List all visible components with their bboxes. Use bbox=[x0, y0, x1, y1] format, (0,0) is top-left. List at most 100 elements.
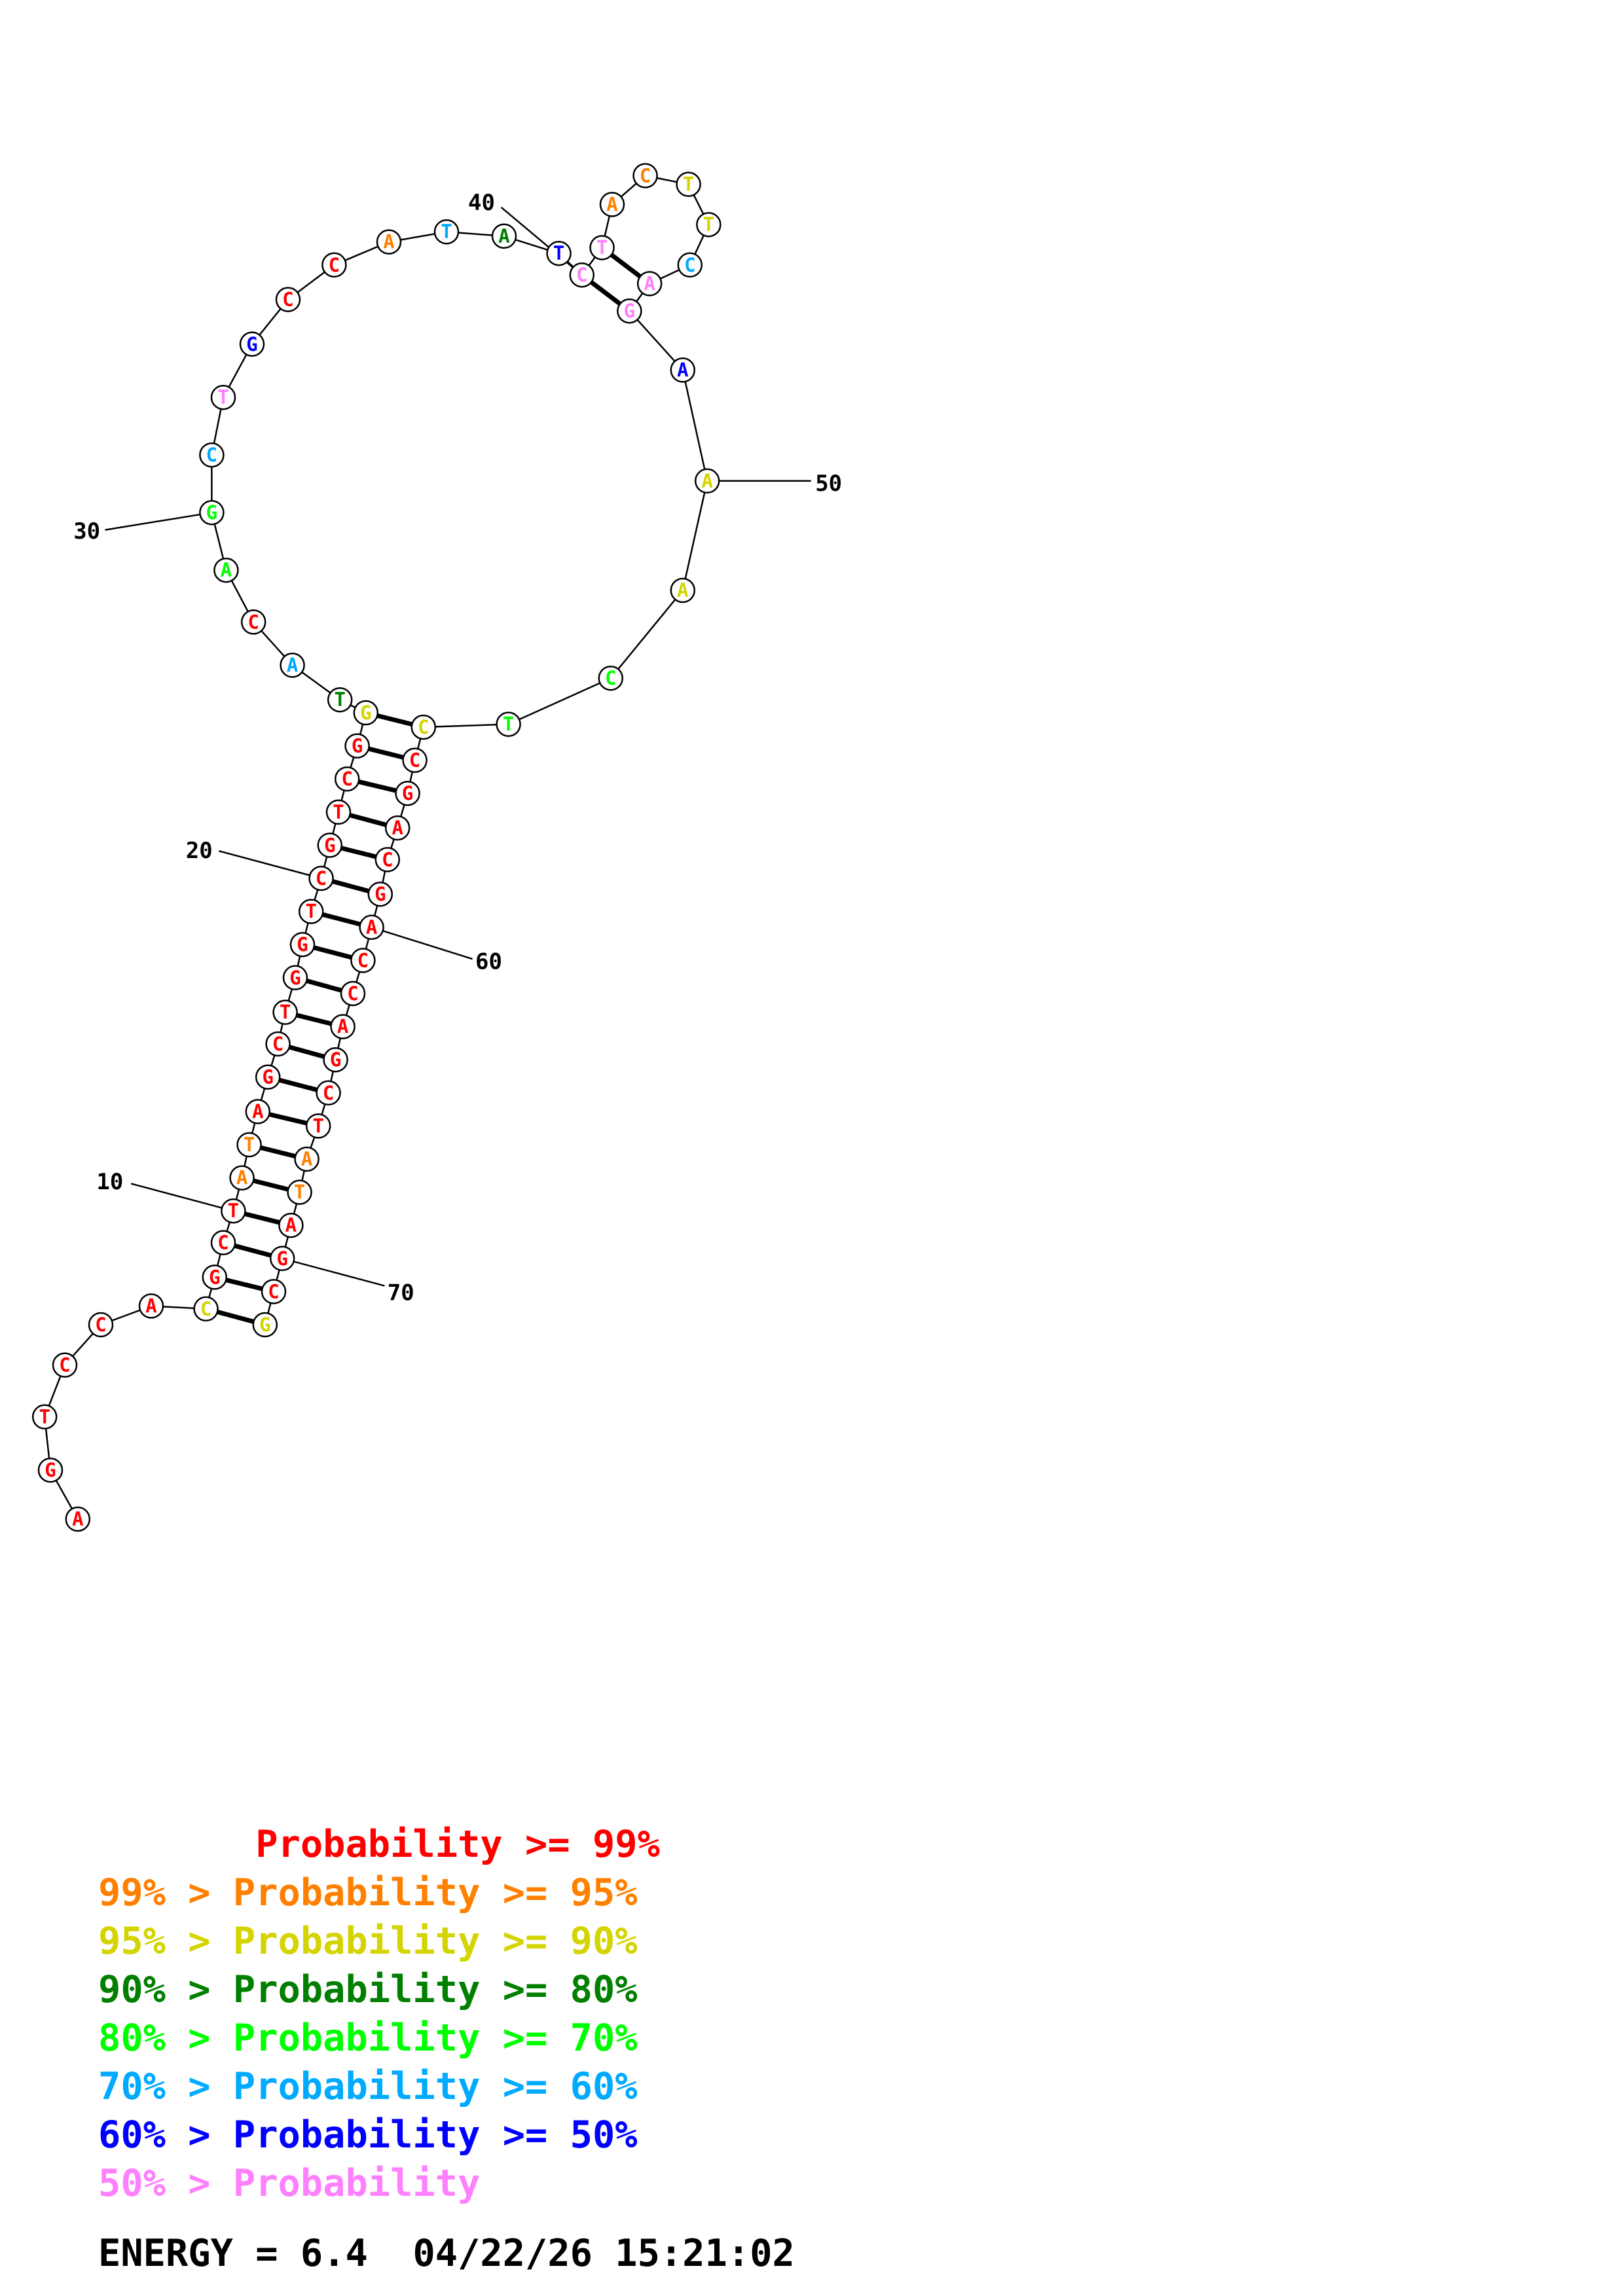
nucleotide-circle bbox=[589, 235, 615, 260]
nucleotide-circle bbox=[261, 1279, 287, 1304]
nucleotide-circle bbox=[676, 171, 701, 197]
position-tick-label: 60 bbox=[475, 949, 502, 975]
nucleotide-base: A bbox=[287, 654, 298, 676]
nucleotide-base: C bbox=[684, 254, 695, 276]
nucleotide-circle bbox=[221, 1198, 246, 1224]
nucleotide-base: A bbox=[301, 1148, 312, 1170]
nucleotide: C bbox=[340, 980, 366, 1007]
nucleotide-base: T bbox=[553, 242, 564, 264]
nucleotide-circle bbox=[617, 298, 642, 324]
nucleotide-circle bbox=[321, 252, 347, 278]
nucleotide-circle bbox=[289, 931, 316, 958]
nucleotide: T bbox=[221, 1198, 246, 1224]
nucleotide: T bbox=[696, 211, 721, 238]
legend-entry: 80% > Probability >= 70% bbox=[98, 2017, 638, 2060]
nucleotide-circle bbox=[280, 653, 305, 678]
nucleotide: T bbox=[589, 235, 615, 260]
nucleotide-circle bbox=[239, 331, 265, 357]
nucleotide-circle bbox=[395, 780, 420, 806]
nucleotide: C bbox=[275, 287, 301, 312]
nucleotide-circle bbox=[325, 799, 352, 825]
nucleotide-base: C bbox=[576, 264, 587, 286]
nucleotide-circle bbox=[265, 1031, 291, 1057]
nucleotide-base: A bbox=[606, 193, 617, 215]
nucleotide-circle bbox=[193, 1296, 219, 1322]
nucleotide-base: A bbox=[285, 1214, 297, 1236]
nucleotide: G bbox=[239, 331, 265, 357]
backbone bbox=[43, 175, 710, 1520]
nucleotide-circle bbox=[37, 1457, 64, 1483]
nucleotide: A bbox=[359, 914, 384, 941]
nucleotide: T bbox=[31, 1404, 58, 1430]
nucleotide: T bbox=[298, 899, 324, 924]
legend-entry: 99% > Probability >= 95% bbox=[98, 1871, 638, 1914]
tick-line bbox=[282, 1257, 385, 1287]
nucleotide: G bbox=[289, 931, 316, 958]
nucleotide: C bbox=[334, 766, 360, 792]
nucleotide: G bbox=[353, 700, 379, 726]
nucleotide-base: C bbox=[418, 716, 429, 738]
nucleotide-circle bbox=[376, 229, 402, 255]
nucleotide: G bbox=[282, 965, 308, 991]
nucleotide-base: T bbox=[441, 221, 452, 243]
nucleotide: A bbox=[670, 357, 696, 383]
position-ticks: 10 20 30 40 50 60 70 bbox=[73, 190, 842, 1306]
nucleotide: A bbox=[213, 557, 239, 583]
nucleotide-base: A bbox=[677, 579, 688, 601]
nucleotide-circle bbox=[636, 271, 663, 296]
nucleotide: C bbox=[350, 948, 376, 973]
nucleotide-base: T bbox=[39, 1406, 50, 1428]
nucleotide: G bbox=[255, 1064, 281, 1090]
nucleotide-base: C bbox=[316, 867, 327, 889]
nucleotide-circle bbox=[52, 1352, 78, 1378]
nucleotide-circle bbox=[294, 1146, 319, 1172]
nucleotide-circle bbox=[433, 219, 460, 245]
nucleotide-base: A bbox=[252, 1100, 263, 1122]
nucleotide-circle bbox=[384, 815, 410, 841]
nucleotide-base: T bbox=[312, 1115, 323, 1137]
nucleotide: C bbox=[240, 609, 266, 635]
nucleotide-base: A bbox=[644, 272, 655, 295]
nucleotide-base: A bbox=[337, 1016, 348, 1038]
nucleotide-base: A bbox=[498, 225, 509, 247]
nucleotide-circle bbox=[696, 211, 721, 238]
nucleotide-circle bbox=[202, 1265, 228, 1290]
nucleotide-circle bbox=[496, 711, 521, 737]
nucleotide-circle bbox=[632, 163, 658, 188]
nucleotide-base: C bbox=[329, 254, 340, 276]
tick-line bbox=[130, 1183, 234, 1212]
nucleotide: T bbox=[546, 240, 572, 266]
nucleotide-circle bbox=[210, 1230, 236, 1255]
nucleotide-base: G bbox=[262, 1066, 273, 1088]
nucleotide-base: C bbox=[282, 289, 293, 311]
nucleotide-base: T bbox=[503, 713, 514, 736]
nucleotide: A bbox=[636, 271, 663, 296]
nucleotide-base: T bbox=[228, 1200, 239, 1222]
energy-value: ENERGY = 6.4 bbox=[98, 2232, 368, 2275]
nucleotide-base: C bbox=[247, 611, 259, 633]
backbone-segment bbox=[629, 310, 684, 371]
nucleotide-base: T bbox=[217, 386, 228, 408]
nucleotide-base: A bbox=[701, 470, 712, 492]
nucleotide-base: G bbox=[360, 702, 371, 724]
nucleotide-circle bbox=[334, 766, 360, 792]
nucleotide-circle bbox=[245, 1099, 271, 1124]
nucleotide-base: T bbox=[244, 1134, 255, 1156]
position-tick-label: 10 bbox=[96, 1169, 123, 1195]
nucleotide-base: C bbox=[59, 1354, 70, 1376]
nucleotide-base: C bbox=[200, 1298, 211, 1320]
nucleotide-circle bbox=[344, 733, 370, 759]
nucleotide: C bbox=[410, 714, 437, 740]
nucleotide-circle bbox=[694, 468, 720, 494]
nucleotide-circle bbox=[305, 1113, 331, 1139]
nucleotide-base: C bbox=[409, 749, 420, 772]
nucleotide: A bbox=[65, 1506, 91, 1532]
nucleotide-circle bbox=[374, 847, 401, 872]
nucleotide-base: A bbox=[366, 916, 377, 939]
nucleotide-circle bbox=[275, 287, 301, 312]
legend-entry: 95% > Probability >= 90% bbox=[98, 1920, 638, 1963]
nucleotide-circle bbox=[287, 1179, 312, 1205]
footer-spacer bbox=[368, 2232, 413, 2275]
nucleotide-base: G bbox=[330, 1049, 341, 1071]
nucleotide: T bbox=[236, 1132, 262, 1158]
